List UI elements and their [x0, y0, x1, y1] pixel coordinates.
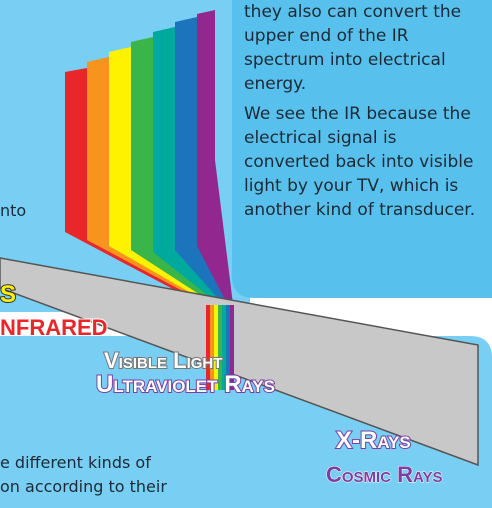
label-cosmic: Cosmic Rays [326, 462, 443, 487]
paragraph: they also can convert the upper end of t… [244, 0, 484, 96]
page: S NFRARED Visible Light Ultraviolet Rays… [0, 0, 492, 508]
label-xrays: X-Rays [336, 427, 411, 454]
callout-text: they also can convert the upper end of t… [244, 0, 484, 228]
label-radio: S [0, 281, 16, 308]
text-fragment: nto [0, 200, 26, 222]
text-fragment: on according to their [0, 476, 167, 498]
label-visible: Visible Light [104, 348, 222, 373]
label-infrared: NFRARED [0, 315, 108, 340]
text-fragment: e different kinds of [0, 452, 151, 474]
paragraph: We see the IR because the electrical sig… [244, 102, 484, 222]
label-ultraviolet: Ultraviolet Rays [96, 371, 275, 398]
